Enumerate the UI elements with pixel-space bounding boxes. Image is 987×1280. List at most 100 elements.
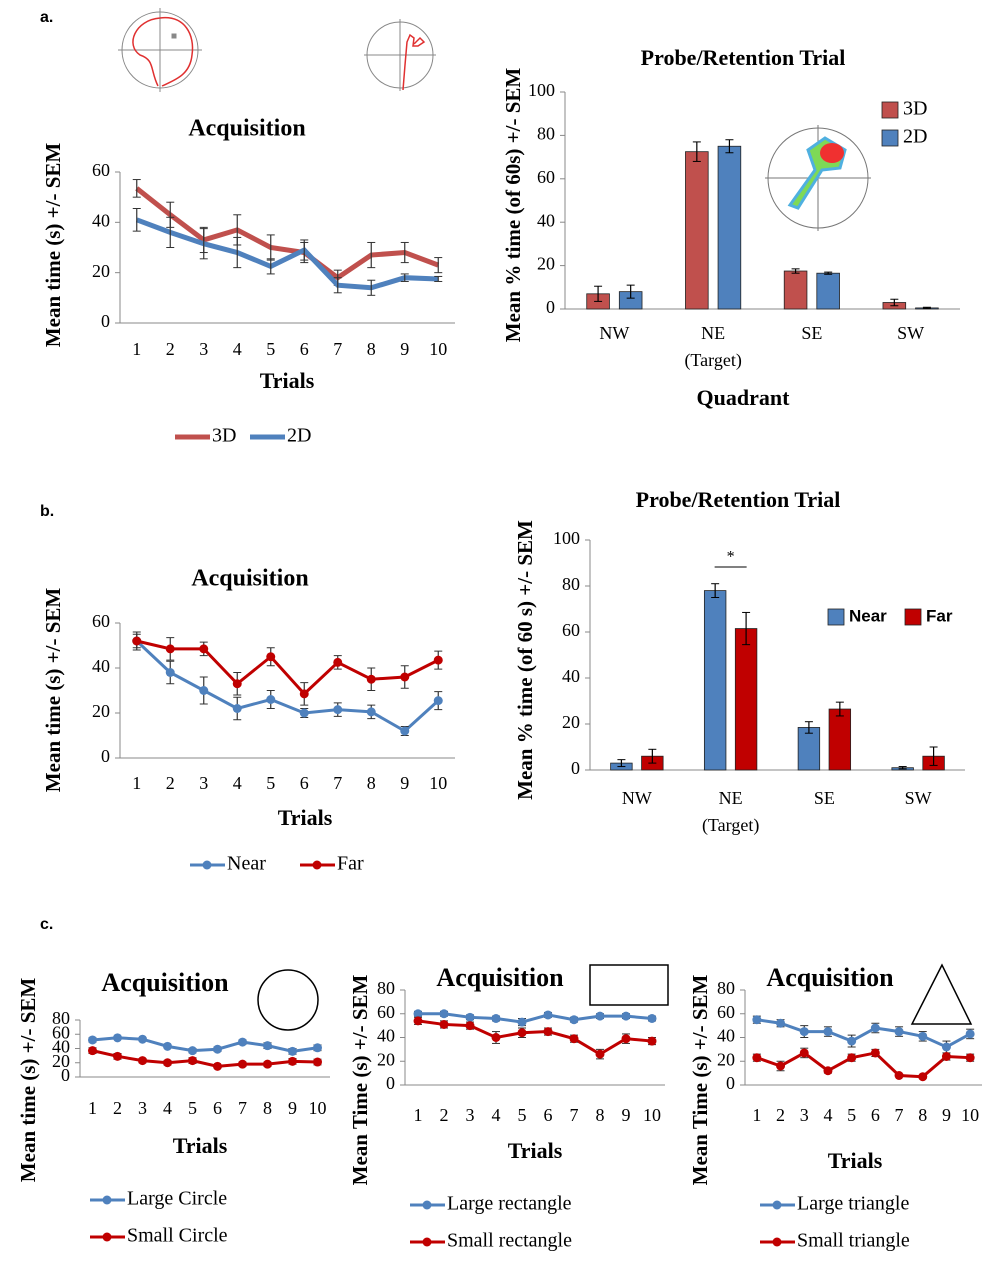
marker <box>966 1029 975 1038</box>
y-tick-label: 60 <box>92 160 110 180</box>
shape-icon <box>912 965 971 1024</box>
y-tick-label: 100 <box>553 528 580 548</box>
bar <box>704 591 726 770</box>
marker <box>300 709 309 718</box>
x-tick-label: 4 <box>163 1098 172 1118</box>
legend-marker <box>313 861 322 870</box>
marker <box>199 644 208 653</box>
marker <box>163 1058 172 1067</box>
marker <box>213 1062 222 1071</box>
x-tick-label: NE <box>701 323 725 343</box>
x-tick-label: 3 <box>800 1105 809 1125</box>
y-tick-label: 80 <box>52 1008 70 1028</box>
marker <box>238 1060 247 1069</box>
x-tick-label: 8 <box>263 1098 272 1118</box>
x-tick-label: 7 <box>895 1105 904 1125</box>
category-note: (Target) <box>702 815 759 836</box>
track-icon <box>118 8 436 92</box>
y-tick-label: 20 <box>717 1049 735 1069</box>
marker <box>440 1009 449 1018</box>
x-tick-label: SE <box>814 788 835 808</box>
legend-marker <box>103 1233 112 1242</box>
legend-label: Large Circle <box>127 1188 227 1210</box>
y-tick-label: 80 <box>717 978 735 998</box>
marker <box>263 1060 272 1069</box>
chart-title: Acquisition <box>766 963 894 992</box>
legend-swatch <box>882 130 898 146</box>
marker <box>440 1020 449 1029</box>
panel-label: c. <box>40 916 53 933</box>
marker <box>333 658 342 667</box>
y-axis-title: Mean % time (of 60 s) +/- SEM <box>513 520 537 800</box>
x-tick-label: NW <box>622 788 652 808</box>
marker <box>199 686 208 695</box>
marker <box>263 1041 272 1050</box>
y-tick-label: 20 <box>377 1049 395 1069</box>
x-tick-label: 9 <box>400 339 409 359</box>
marker <box>400 727 409 736</box>
x-tick-label: 7 <box>333 773 342 793</box>
legend-label: 2D <box>903 126 927 148</box>
y-tick-label: 80 <box>537 124 555 144</box>
page: a.AcquisitionMean time (s) +/- SEMTrials… <box>0 0 987 1280</box>
y-tick-label: 60 <box>377 1002 395 1022</box>
marker <box>596 1012 605 1021</box>
annotation: * <box>727 549 735 566</box>
x-tick-label: 5 <box>847 1105 856 1125</box>
y-tick-label: 0 <box>101 311 110 331</box>
legend-label: Near <box>227 853 266 875</box>
chart-title: Probe/Retention Trial <box>636 487 841 512</box>
x-tick-label: 6 <box>213 1098 222 1118</box>
x-tick-label: 1 <box>752 1105 761 1125</box>
marker <box>648 1037 657 1046</box>
y-tick-label: 60 <box>562 620 580 640</box>
x-tick-label: 5 <box>518 1105 527 1125</box>
x-tick-label: 3 <box>138 1098 147 1118</box>
y-tick-label: 0 <box>546 297 555 317</box>
legend-label: Small rectangle <box>447 1230 572 1252</box>
marker <box>942 1043 951 1052</box>
marker <box>367 675 376 684</box>
legend-label: 3D <box>903 98 927 120</box>
marker <box>266 652 275 661</box>
heatmap-icon <box>765 125 871 231</box>
legend-label: Far <box>337 853 364 875</box>
marker <box>823 1027 832 1036</box>
legend-label: 2D <box>287 425 311 447</box>
x-tick-label: 1 <box>88 1098 97 1118</box>
marker <box>752 1053 761 1062</box>
marker <box>776 1019 785 1028</box>
chart-title: Acquisition <box>101 968 229 997</box>
legend-marker <box>773 1238 782 1247</box>
y-axis-title: Mean Time (s) +/- SEM <box>348 974 372 1185</box>
bar <box>784 271 807 309</box>
marker <box>367 707 376 716</box>
panel-label: a. <box>40 9 53 26</box>
y-tick-label: 80 <box>377 978 395 998</box>
marker <box>596 1050 605 1059</box>
marker <box>300 689 309 698</box>
x-axis-title: Quadrant <box>697 385 791 410</box>
series-line <box>137 188 439 277</box>
chart-title: Acquisition <box>191 566 308 592</box>
x-tick-label: 6 <box>544 1105 553 1125</box>
series-line <box>93 1038 318 1052</box>
x-tick-label: 4 <box>233 773 242 793</box>
x-tick-label: 2 <box>440 1105 449 1125</box>
marker <box>333 705 342 714</box>
marker <box>313 1043 322 1052</box>
y-tick-label: 60 <box>537 167 555 187</box>
marker <box>776 1062 785 1071</box>
x-tick-label: 8 <box>367 339 376 359</box>
marker <box>871 1024 880 1033</box>
legend-label: Far <box>926 606 953 625</box>
marker <box>166 668 175 677</box>
bar <box>718 146 741 309</box>
marker <box>800 1027 809 1036</box>
x-tick-label: 9 <box>400 773 409 793</box>
marker <box>823 1066 832 1075</box>
legend-label: 3D <box>212 425 236 447</box>
shape-icon <box>590 965 668 1005</box>
marker <box>213 1045 222 1054</box>
x-tick-label: 1 <box>132 339 141 359</box>
